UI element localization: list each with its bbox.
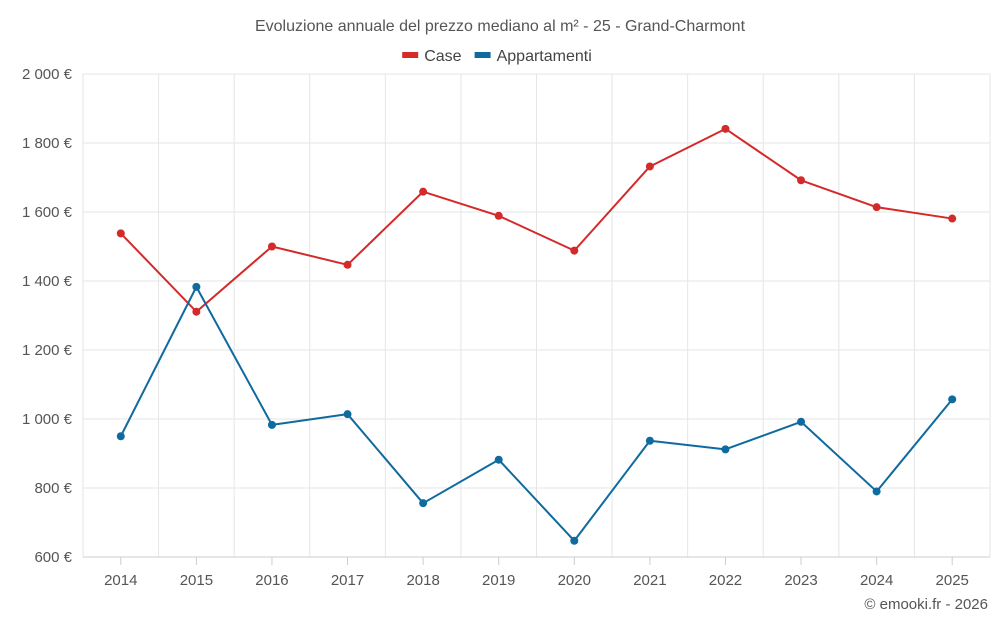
x-tick-label: 2021 [633, 572, 666, 589]
legend-label: Appartamenti [497, 48, 592, 65]
y-tick-label: 1 600 € [22, 204, 73, 221]
legend-label: Case [424, 48, 461, 65]
appartamenti-point[interactable] [494, 455, 503, 464]
x-tick-label: 2018 [406, 572, 439, 589]
case-point[interactable] [645, 162, 654, 171]
y-tick-label: 1 400 € [22, 273, 73, 290]
appartamenti-point[interactable] [419, 499, 428, 508]
case-point[interactable] [192, 307, 201, 316]
appartamenti-point[interactable] [116, 432, 125, 441]
case-point[interactable] [116, 229, 125, 238]
case-point[interactable] [419, 187, 428, 196]
legend-item-appartamenti[interactable]: Appartamenti [474, 48, 592, 65]
chart-title: Evoluzione annuale del prezzo mediano al… [255, 18, 746, 35]
x-tick-label: 2017 [331, 572, 364, 589]
appartamenti-point[interactable] [267, 420, 276, 429]
grid [82, 73, 991, 557]
x-tick-label: 2014 [104, 572, 137, 589]
appartamenti-point[interactable] [948, 395, 957, 404]
legend-swatch [474, 52, 491, 58]
appartamenti-line [119, 285, 953, 542]
case-point[interactable] [872, 203, 881, 212]
appartamenti-point[interactable] [192, 282, 201, 291]
series-appartamenti [116, 282, 957, 545]
legend: Case Appartamenti [402, 48, 592, 65]
appartamenti-point[interactable] [872, 487, 881, 496]
case-point[interactable] [570, 246, 579, 255]
y-tick-label: 1 000 € [22, 411, 73, 428]
case-point[interactable] [343, 260, 352, 269]
y-tick-label: 2 000 € [22, 66, 73, 83]
legend-swatch [402, 52, 419, 58]
appartamenti-point[interactable] [645, 436, 654, 445]
case-point[interactable] [948, 214, 957, 223]
series-case [116, 124, 957, 316]
appartamenti-point[interactable] [343, 410, 352, 419]
case-point[interactable] [721, 124, 730, 133]
x-tick-label: 2016 [255, 572, 288, 589]
x-tick-label: 2019 [482, 572, 515, 589]
y-axis: 600 € 800 € 1 000 € 1 200 € 1 400 € 1 600 € 1 … [22, 66, 73, 566]
appartamenti-point[interactable] [721, 445, 730, 454]
x-tick-label: 2015 [180, 572, 213, 589]
x-tick-label: 2023 [784, 572, 817, 589]
case-point[interactable] [797, 176, 806, 185]
x-axis: 2014 2015 2016 2017 2018 2019 2020 2021 2022 2023… [83, 556, 990, 589]
y-tick-label: 1 800 € [22, 135, 73, 152]
y-tick-label: 1 200 € [22, 342, 73, 359]
credit-text: © emooki.fr - 2026 [864, 596, 988, 613]
y-tick-label: 800 € [34, 480, 72, 497]
case-point[interactable] [494, 211, 503, 220]
case-point[interactable] [267, 242, 276, 251]
x-tick-label: 2025 [936, 572, 969, 589]
y-tick-label: 600 € [34, 549, 72, 566]
x-tick-label: 2022 [709, 572, 742, 589]
x-tick-label: 2024 [860, 572, 893, 589]
series [116, 124, 957, 545]
appartamenti-point[interactable] [797, 417, 806, 426]
case-line [120, 127, 953, 313]
legend-item-case[interactable]: Case [402, 48, 462, 65]
appartamenti-point[interactable] [570, 536, 579, 545]
x-tick-label: 2020 [558, 572, 591, 589]
